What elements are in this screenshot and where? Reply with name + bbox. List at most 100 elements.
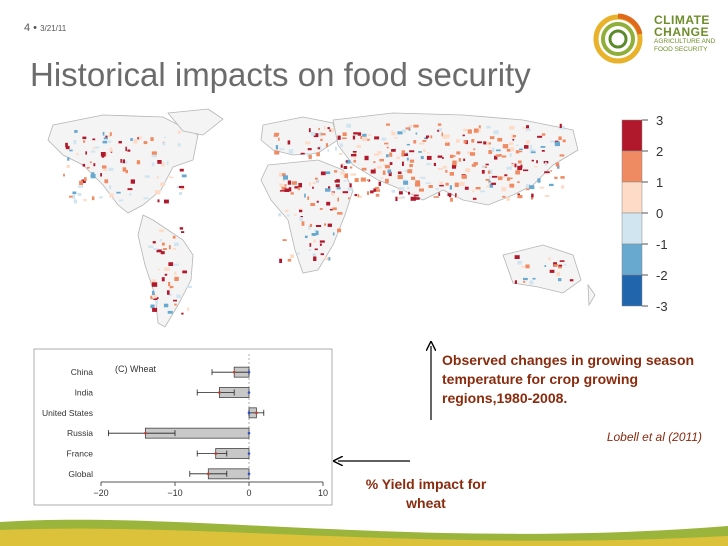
temperature-map xyxy=(47,108,596,328)
map-cell xyxy=(316,200,319,203)
map-cell xyxy=(357,132,362,136)
map-cell xyxy=(308,154,312,160)
map-cell xyxy=(179,168,184,172)
map-cell xyxy=(177,130,181,134)
map-cell xyxy=(179,227,184,230)
map-cell xyxy=(313,256,317,261)
map-cell xyxy=(515,150,520,154)
map-cell xyxy=(150,304,155,309)
map-cell xyxy=(311,233,317,236)
legend-label: -1 xyxy=(656,237,668,252)
map-cell xyxy=(386,123,390,126)
map-cell xyxy=(415,180,420,184)
map-cell xyxy=(536,160,538,164)
map-cell xyxy=(517,181,520,184)
map-cell xyxy=(477,141,482,144)
map-cell xyxy=(299,207,302,210)
map-cell xyxy=(315,225,322,227)
map-cell xyxy=(485,163,489,166)
map-cell xyxy=(509,183,515,188)
map-cell xyxy=(304,193,306,198)
map-cell xyxy=(413,194,419,197)
map-cell xyxy=(348,197,350,200)
map-cell xyxy=(519,148,523,151)
citation: Lobell et al (2011) xyxy=(606,430,702,444)
map-cell xyxy=(340,171,346,175)
map-cell xyxy=(73,199,77,204)
map-cell xyxy=(156,176,159,179)
x-tick-label: −10 xyxy=(167,488,182,498)
map-cell xyxy=(304,235,308,239)
map-cell xyxy=(522,126,526,129)
map-cell xyxy=(398,196,404,199)
map-cell xyxy=(361,136,368,141)
map-cell xyxy=(456,139,460,143)
map-cell xyxy=(442,165,447,169)
map-cell xyxy=(125,146,127,152)
map-cell xyxy=(308,128,311,133)
map-cell xyxy=(486,141,489,146)
map-cell xyxy=(407,169,413,174)
map-cell xyxy=(558,136,562,141)
map-cell xyxy=(63,173,65,177)
map-cell xyxy=(471,139,475,143)
map-cell xyxy=(437,123,442,126)
map-cell xyxy=(172,235,176,239)
map-cell xyxy=(314,229,317,232)
map-cell xyxy=(353,157,356,160)
map-cell xyxy=(397,174,403,180)
map-cell xyxy=(328,186,331,191)
map-cell xyxy=(373,153,379,156)
map-cell xyxy=(488,175,491,180)
map-cell xyxy=(162,142,166,146)
map-cell xyxy=(409,164,413,168)
legend-label: 0 xyxy=(656,206,663,221)
map-cell xyxy=(66,164,70,168)
map-cell xyxy=(294,213,297,216)
map-cell xyxy=(155,300,158,305)
map-cell xyxy=(119,199,124,202)
map-cell xyxy=(352,135,356,140)
map-cell xyxy=(439,184,444,187)
map-cell xyxy=(159,239,162,242)
ccafs-logo xyxy=(593,13,643,64)
map-cell xyxy=(310,132,316,136)
map-cell xyxy=(279,183,284,187)
map-cell xyxy=(89,161,92,164)
map-cell xyxy=(162,248,167,250)
map-cell xyxy=(169,285,174,289)
map-cell xyxy=(324,223,326,226)
map-cell xyxy=(373,188,377,192)
map-cell xyxy=(407,187,410,190)
map-cell xyxy=(122,159,125,164)
map-cell xyxy=(375,186,380,189)
map-cell xyxy=(445,169,448,173)
map-cell xyxy=(324,257,329,260)
map-cell xyxy=(423,149,426,152)
map-cell xyxy=(120,159,122,163)
map-cell xyxy=(310,203,316,206)
map-cell xyxy=(545,161,547,166)
map-cell xyxy=(320,133,326,136)
map-cell xyxy=(534,165,538,168)
map-cell xyxy=(345,160,348,163)
map-cell xyxy=(275,145,279,150)
map-cell xyxy=(485,178,490,181)
map-cell xyxy=(180,187,185,191)
chart-frame xyxy=(33,348,333,506)
map-cell xyxy=(73,139,77,145)
map-cell xyxy=(475,187,481,190)
point-marker xyxy=(218,391,221,394)
map-cell xyxy=(509,153,512,157)
map-cell xyxy=(319,208,323,210)
map-cell xyxy=(426,163,432,166)
map-cell xyxy=(478,127,481,132)
category-label: Russia xyxy=(67,428,93,438)
point-marker xyxy=(207,472,210,476)
map-cell xyxy=(172,247,177,250)
map-cell xyxy=(100,173,102,177)
category-label: Global xyxy=(68,469,93,479)
map-cell xyxy=(383,164,388,166)
map-cell xyxy=(510,147,515,152)
map-cell xyxy=(422,140,427,142)
